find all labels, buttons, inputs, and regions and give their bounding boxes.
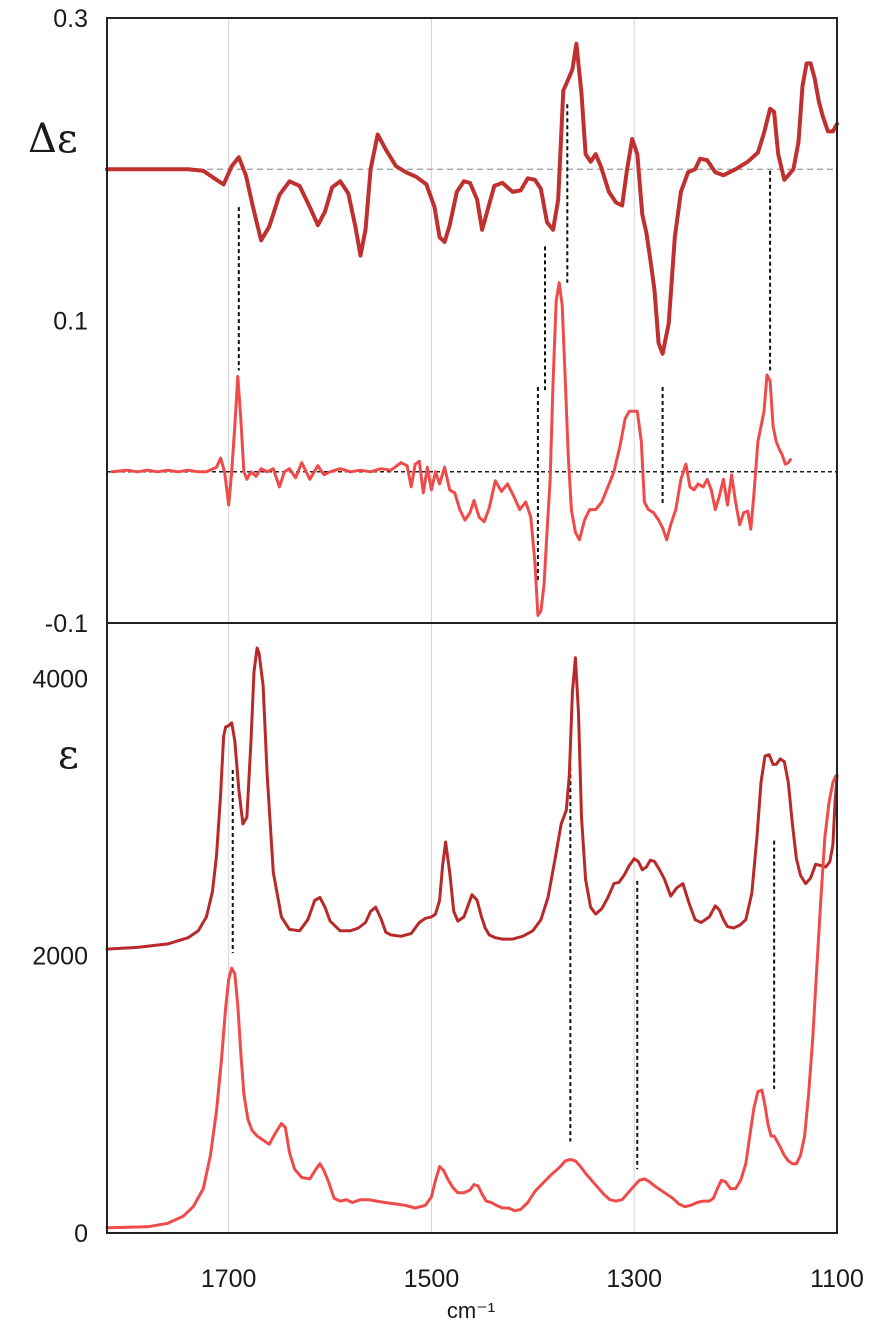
bottom-panel-frame xyxy=(106,622,838,1234)
bottom-y-axis-label: ε xyxy=(58,732,79,778)
bottom-connectors xyxy=(231,767,776,1170)
bottom-x-tick-label: 1100 xyxy=(810,1265,864,1293)
bottom-x-tick-label: 1500 xyxy=(404,1265,460,1293)
bottom-y-tick-label: 2000 xyxy=(32,943,88,971)
bottom-series xyxy=(105,646,839,1230)
top-y-tick-labels: 0.3 0.1 -0.1 xyxy=(45,5,88,638)
top-panel: 0.3 0.1 -0.1 Δε xyxy=(28,5,839,638)
top-y-tick-label: 0.1 xyxy=(53,308,88,336)
bottom-x-tick-label: 1700 xyxy=(201,1265,257,1293)
top-panel-frame xyxy=(106,17,838,624)
bottom-y-tick-labels: 4000 2000 0 xyxy=(32,665,88,1248)
bottom-y-tick-label: 4000 xyxy=(32,665,88,693)
top-y-tick-label: -0.1 xyxy=(45,610,88,638)
top-gridlines xyxy=(228,18,635,623)
top-baselines xyxy=(107,168,837,473)
bottom-x-tick-labels: 1700 1500 1300 1100 xyxy=(201,1265,864,1293)
bottom-panel: 4000 2000 0 1700 1500 1300 1100 ε cm⁻¹ xyxy=(32,622,864,1323)
bottom-series-1-line xyxy=(105,646,839,951)
bottom-y-tick-label: 0 xyxy=(74,1220,88,1248)
top-series xyxy=(105,41,839,617)
top-connectors xyxy=(237,104,772,583)
top-series-2-line xyxy=(110,281,792,617)
bottom-series-2-line xyxy=(105,774,838,1230)
x-axis-unit-label: cm⁻¹ xyxy=(447,1298,495,1323)
top-series-1-line xyxy=(105,41,839,356)
top-y-tick-label: 0.3 xyxy=(53,5,88,33)
bottom-x-tick-label: 1300 xyxy=(606,1265,662,1293)
top-y-axis-label: Δε xyxy=(28,116,78,162)
